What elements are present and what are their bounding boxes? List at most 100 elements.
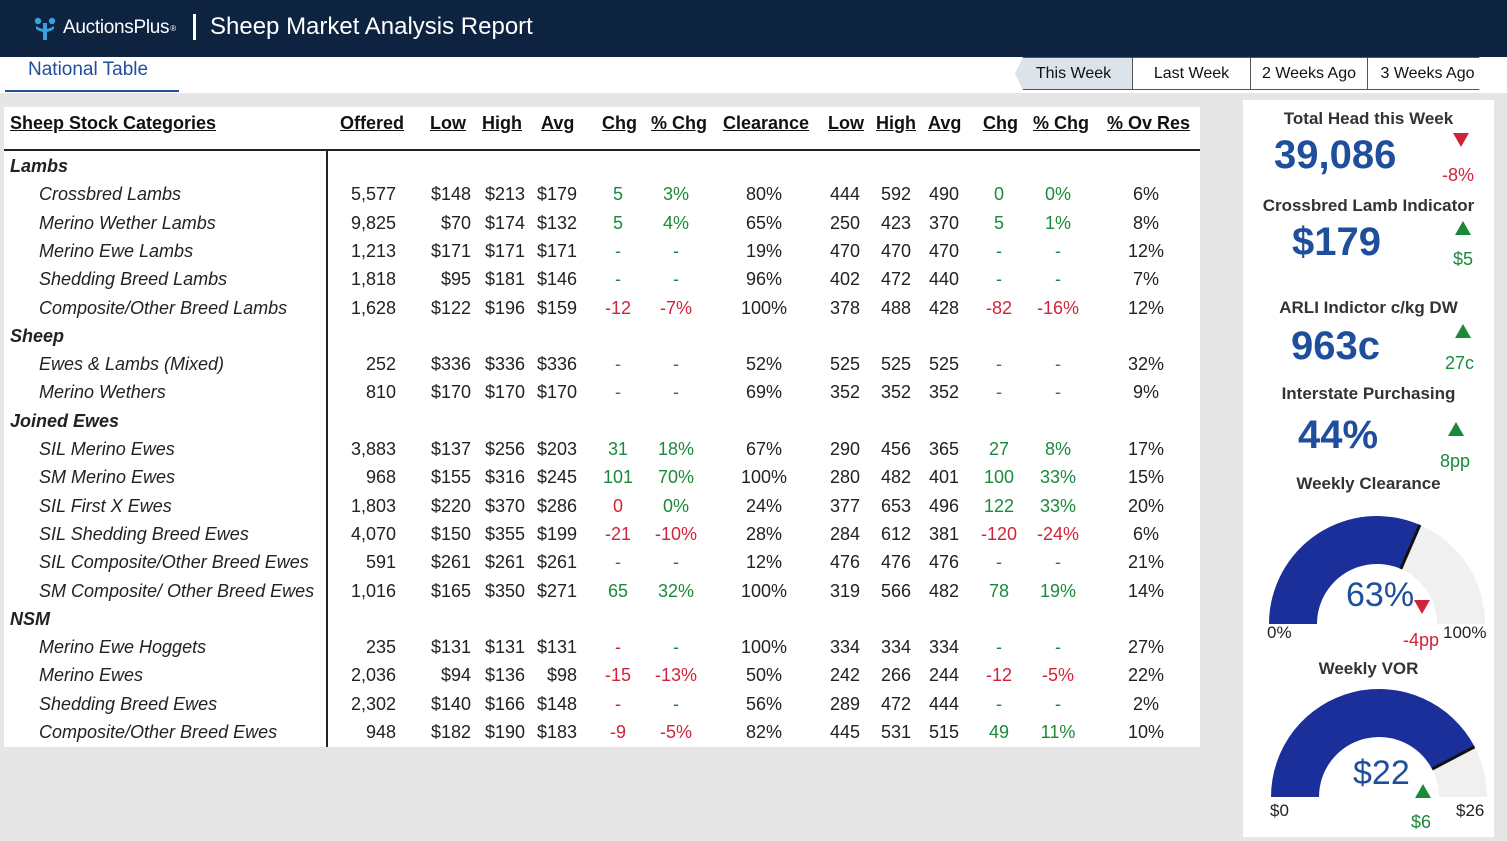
vor-up-icon — [1415, 784, 1431, 798]
sub-bar: National Table This Week Last Week 2 Wee… — [0, 57, 1507, 93]
pct-chg-cell: -13% — [654, 665, 698, 686]
chg-ckg-cell: - — [996, 354, 1002, 375]
clearance-cell: 50% — [745, 665, 783, 686]
clearance-cell: 100% — [740, 580, 788, 601]
col-pct-chg-ckg[interactable]: % Chg — [1033, 113, 1089, 133]
pct-chg-cell: - — [673, 552, 679, 573]
high-ckg-cell: 334 — [880, 637, 911, 658]
low-ckg-cell: 284 — [829, 523, 860, 544]
total-head-down-icon — [1453, 133, 1469, 147]
col-low[interactable]: Low — [430, 113, 466, 133]
auctionsplus-logo[interactable]: AuctionsPlus ® — [30, 14, 176, 42]
col-high[interactable]: High — [482, 113, 522, 133]
vor-gauge-max: $26 — [1456, 801, 1485, 820]
ov-res-cell: 2% — [1132, 693, 1160, 714]
last-week-button[interactable]: Last Week — [1132, 57, 1251, 90]
high-cell: $316 — [484, 467, 525, 488]
vor-change: $6 — [1411, 812, 1432, 832]
chg-ckg-cell: - — [996, 552, 1002, 573]
clearance-cell: 100% — [740, 297, 788, 318]
interstate-label: Interstate Purchasing — [1281, 384, 1456, 403]
low-ckg-cell: 352 — [829, 382, 860, 403]
high-cell: $355 — [484, 523, 525, 544]
table-row: Ewes & Lambs (Mixed) 252 $336 $336 $336 - - 52%… — [4, 351, 1200, 379]
clearance-label: Weekly Clearance — [1296, 474, 1441, 493]
this-week-button[interactable]: This Week — [1015, 57, 1133, 90]
col-pct-chg[interactable]: % Chg — [651, 113, 707, 133]
col-clearance[interactable]: Clearance — [723, 113, 810, 133]
low-cell: $336 — [430, 354, 471, 375]
offered-cell: 2,036 — [350, 665, 396, 686]
col-high-ckg[interactable]: High — [876, 113, 916, 133]
high-ckg-cell: 352 — [880, 382, 911, 403]
gauge-marker — [1431, 745, 1476, 771]
category-name: SIL Merino Ewes — [39, 439, 175, 459]
tab-national-table[interactable]: National Table — [5, 57, 179, 92]
avg-cell: $336 — [536, 354, 577, 375]
total-head-label: Total Head this Week — [1283, 109, 1454, 128]
col-offered[interactable]: Offered — [340, 113, 405, 133]
high-ckg-cell: 531 — [880, 722, 911, 742]
high-cell: $170 — [484, 382, 525, 403]
col-chg[interactable]: Chg — [602, 113, 637, 133]
kpi-panel: Total Head this Week 39,086 -8% Crossbre… — [1243, 100, 1494, 837]
page-title: Sheep Market Analysis Report — [210, 13, 533, 40]
low-ckg-cell: 444 — [829, 184, 860, 205]
ov-res-cell: 12% — [1127, 297, 1165, 318]
group-row: Lambs — [4, 153, 1200, 181]
low-cell: $140 — [430, 693, 471, 714]
chg-cell: -21 — [604, 523, 632, 544]
offered-cell: 948 — [365, 722, 396, 742]
avg-cell: $146 — [536, 269, 577, 290]
high-ckg-cell: 612 — [880, 523, 911, 544]
offered-cell: 235 — [365, 637, 396, 658]
low-cell: $150 — [430, 523, 471, 544]
week-selector: This Week Last Week 2 Weeks Ago 3 Weeks … — [1015, 57, 1487, 90]
avg-ckg-cell: 440 — [928, 269, 959, 290]
table-row: Crossbred Lambs 5,577 $148 $213 $179 5 3% 80% 44… — [4, 181, 1200, 209]
pct-chg-cell: 4% — [662, 212, 690, 233]
three-weeks-ago-button[interactable]: 3 Weeks Ago — [1367, 57, 1487, 90]
offered-cell: 9,825 — [350, 212, 396, 233]
table-row: Shedding Breed Ewes 2,302 $140 $166 $148 - - 56… — [4, 691, 1200, 719]
col-category[interactable]: Sheep Stock Categories — [10, 113, 217, 133]
pct-chg-cell: -7% — [659, 297, 693, 318]
category-name: SM Merino Ewes — [39, 467, 176, 488]
chg-ckg-cell: - — [996, 693, 1002, 714]
arli-label: ARLI Indictor c/kg DW — [1279, 298, 1458, 317]
low-cell: $137 — [430, 439, 471, 459]
gauge-track — [1400, 524, 1485, 624]
col-low-ckg[interactable]: Low — [828, 113, 864, 133]
pct-chg-cell: 18% — [657, 439, 695, 459]
high-ckg-cell: 472 — [880, 693, 911, 714]
chg-ckg-cell: - — [996, 382, 1002, 403]
col-avg[interactable]: Avg — [541, 113, 575, 133]
pct-chg-ckg-cell: -16% — [1036, 297, 1080, 318]
gauge-fill — [1271, 689, 1475, 797]
high-cell: $131 — [484, 637, 525, 658]
avg-ckg-cell: 352 — [928, 382, 959, 403]
offered-cell: 1,628 — [350, 297, 396, 318]
low-ckg-cell: 250 — [829, 212, 860, 233]
col-avg-ckg[interactable]: Avg — [928, 113, 962, 133]
col-pct-ov-res[interactable]: % Ov Res — [1107, 113, 1191, 133]
pct-chg-ckg-cell: 33% — [1039, 495, 1077, 516]
high-ckg-cell: 653 — [880, 495, 911, 516]
chg-ckg-cell: -120 — [980, 523, 1018, 544]
clearance-cell: 100% — [740, 637, 788, 658]
chg-ckg-cell: - — [996, 269, 1002, 290]
interstate-up-icon — [1448, 422, 1464, 436]
avg-cell: $132 — [536, 212, 577, 233]
col-chg-ckg[interactable]: Chg — [983, 113, 1018, 133]
avg-cell: $98 — [546, 665, 577, 686]
clearance-cell: 100% — [740, 467, 788, 488]
avg-ckg-cell: 365 — [928, 439, 959, 459]
avg-ckg-cell: 476 — [928, 552, 959, 573]
clearance-gauge-max: 100% — [1443, 623, 1487, 642]
pct-chg-ckg-cell: - — [1055, 693, 1061, 714]
chg-ckg-cell: -12 — [985, 665, 1013, 686]
avg-cell: $286 — [536, 495, 577, 516]
two-weeks-ago-button[interactable]: 2 Weeks Ago — [1250, 57, 1368, 90]
high-cell: $190 — [484, 722, 525, 742]
low-cell: $182 — [430, 722, 471, 742]
